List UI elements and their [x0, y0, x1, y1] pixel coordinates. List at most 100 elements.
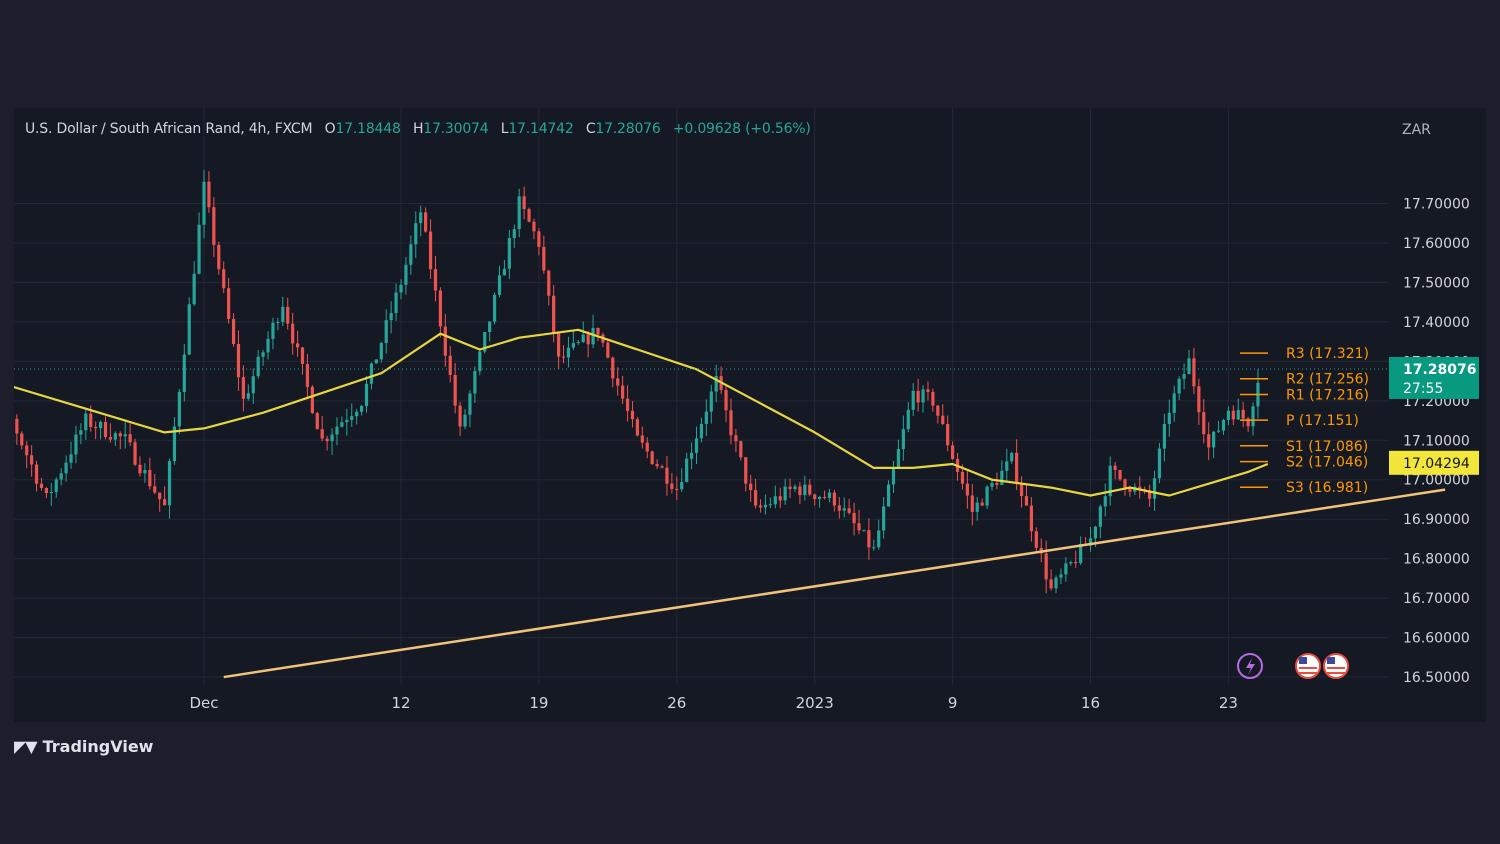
candle-down [537, 231, 541, 247]
candle-down [557, 333, 561, 357]
candle-up [1162, 423, 1166, 449]
candle-down [1148, 490, 1152, 499]
candle-down [1019, 483, 1024, 497]
candle-down [315, 413, 319, 430]
candle-up [281, 306, 285, 322]
y-axis: ZAR17.7000017.6000017.5000017.4000017.30… [1402, 122, 1470, 686]
candle-down [586, 334, 590, 345]
candle-down [1049, 579, 1053, 589]
low-label: L [500, 121, 509, 137]
candle-up [699, 423, 704, 439]
y-tick-label: 16.80000 [1403, 552, 1470, 568]
support-trendline [223, 488, 1446, 679]
candle-up [872, 547, 876, 549]
tradingview-brand[interactable]: ◤▼ TradingView [14, 737, 153, 756]
candle-down [212, 207, 216, 245]
last-price-tag [1389, 356, 1479, 399]
candle-up [911, 390, 915, 410]
candle-up [414, 223, 418, 245]
candle-down [305, 363, 310, 387]
candle-up [517, 196, 521, 230]
candle-down [295, 343, 300, 348]
candle-down [739, 441, 743, 458]
candle-up [123, 434, 127, 437]
candle-down [1123, 479, 1127, 489]
candle-up [1221, 419, 1226, 431]
ma-value-tag [1389, 450, 1479, 475]
candle-down [813, 494, 817, 500]
candle-down [650, 451, 654, 465]
price-chart[interactable]: R3 (17.321) R2 (17.256)R1 (17.216) P (17.1… [14, 108, 1486, 722]
candle-up [714, 376, 718, 392]
candle-down [148, 470, 152, 487]
candle-up [793, 486, 797, 490]
x-tick-label: 9 [948, 694, 958, 712]
candle-up [704, 411, 708, 424]
change-value: +0.09628 (+0.56%) [672, 121, 811, 137]
candle-down [300, 347, 305, 364]
candle-down [325, 438, 329, 442]
high-label: H [412, 121, 424, 137]
y-tick-label: 17.00000 [1403, 473, 1470, 489]
candle-up [1167, 412, 1171, 424]
candle-down [320, 429, 324, 439]
candle-down [15, 418, 19, 434]
candle-down [980, 502, 984, 506]
candle-up [182, 354, 186, 392]
candle-down [39, 483, 44, 488]
pivot-label: R1 (17.216) [1286, 388, 1369, 404]
candle-up [340, 422, 344, 427]
candle-down [808, 484, 812, 495]
candle-down [1074, 562, 1078, 564]
candle-down [798, 486, 802, 496]
candle-down [729, 410, 733, 436]
candle-down [970, 495, 974, 512]
candle-up [768, 504, 772, 506]
candle-down [1024, 496, 1029, 506]
close-label: C [585, 121, 596, 137]
candle-down [291, 323, 295, 344]
open-value: 17.18448 [335, 121, 401, 137]
candle-up [818, 496, 822, 500]
candle-down [236, 343, 241, 378]
symbol-name[interactable]: U.S. Dollar / South African Rand, 4h, FX… [25, 121, 313, 137]
candle-up [1216, 430, 1221, 432]
candle-down [1246, 418, 1250, 427]
candle-up [379, 342, 383, 360]
us-flag-canton [1299, 657, 1307, 664]
candle-up [576, 342, 580, 344]
pivot-label: R3 (17.321) [1286, 346, 1369, 362]
candle-down [433, 269, 438, 291]
candle-down [222, 269, 226, 289]
low-value: 17.14742 [508, 121, 574, 137]
candle-down [1128, 488, 1132, 492]
candle-down [951, 445, 955, 459]
candle-up [488, 321, 492, 333]
chart-panel[interactable]: R3 (17.321) R2 (17.256) R1 (17.216) P (17.1… [14, 108, 1486, 722]
candle-down [758, 505, 763, 508]
candle-up [512, 229, 516, 239]
candle-up [1088, 538, 1093, 546]
candle-up [1212, 431, 1216, 448]
y-tick-label: 16.60000 [1403, 631, 1470, 647]
candle-down [128, 434, 132, 443]
candle-down [227, 288, 231, 319]
candle-up [177, 391, 181, 427]
candle-up [591, 327, 595, 345]
candle-down [754, 490, 758, 506]
candle-up [202, 181, 206, 225]
candle-up [54, 479, 58, 493]
candle-up [1079, 543, 1083, 564]
candle-up [1010, 452, 1014, 462]
candle-up [877, 530, 881, 548]
candle-up [74, 434, 78, 455]
candle-up [1187, 358, 1191, 375]
candle-down [158, 492, 162, 500]
candle-up [497, 275, 502, 295]
grid-lines [14, 108, 1389, 684]
x-axis: Dec 12 19 26 2023 9 16 23 [189, 694, 1237, 712]
candle-down [108, 437, 113, 440]
candle-down [286, 306, 290, 324]
candle-up [1005, 461, 1009, 471]
candle-up [1000, 470, 1004, 485]
